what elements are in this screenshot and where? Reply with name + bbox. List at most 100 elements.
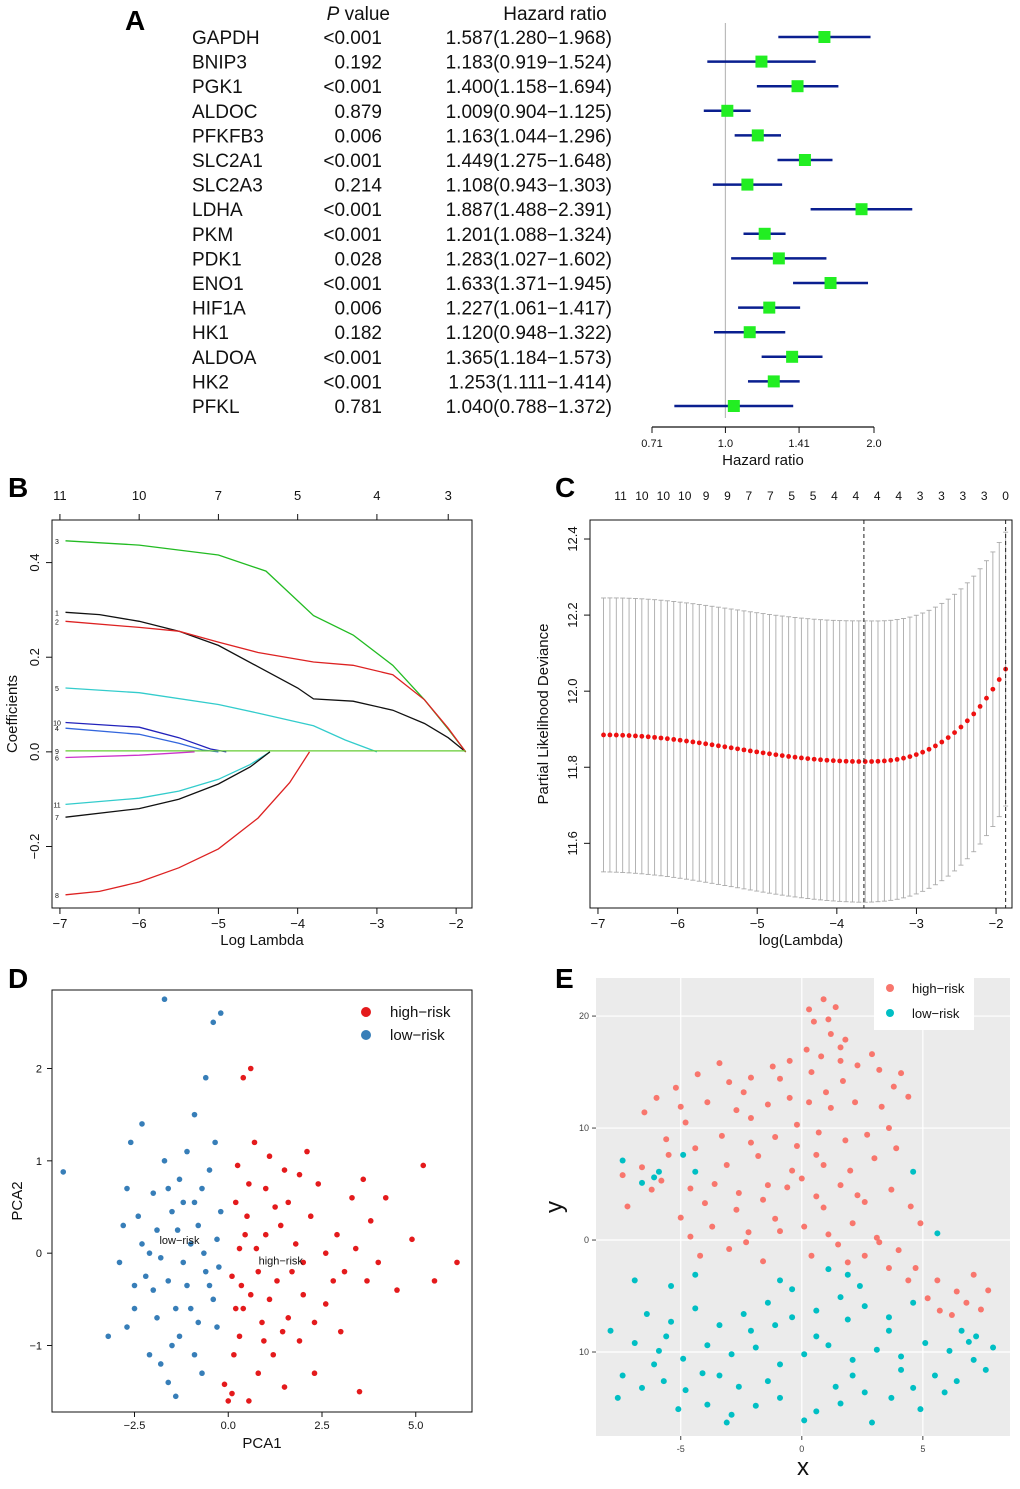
gene-label: HIF1A — [192, 299, 246, 320]
x-tick-label: −3 — [369, 916, 384, 931]
deviance-point — [690, 739, 696, 745]
high-risk-point — [315, 1181, 322, 1187]
low-risk-point — [752, 1344, 759, 1351]
panel-b-lasso-coefficients: −7 −6 −5 −4 −3 −2 −0.2 0.0 0.2 0.4 11 10 7 5 4 3 Log Lam… — [4, 488, 473, 949]
gene-label: HK2 — [192, 372, 229, 393]
low-risk-point — [169, 1342, 175, 1349]
low-risk-point — [161, 1158, 168, 1164]
high-risk-point — [285, 1199, 292, 1206]
low-risk-point — [772, 1322, 779, 1329]
series-label: 3 — [55, 539, 59, 546]
high-risk-point — [716, 1060, 723, 1067]
y-tick-label: −0.2 — [27, 834, 42, 860]
low-risk-point — [124, 1324, 130, 1330]
high-risk-point — [240, 1305, 247, 1312]
high-risk-point — [648, 1186, 655, 1193]
top-tick-label: 4 — [853, 489, 860, 503]
high-risk-point — [242, 1231, 248, 1238]
deviance-point — [843, 758, 849, 764]
top-tick-label: 3 — [981, 489, 988, 503]
high-risk-point — [793, 1121, 800, 1128]
series-label: 9 — [55, 749, 59, 756]
hazard-ratio-text: 1.108(0.943−1.303) — [446, 176, 612, 197]
high-risk-point — [311, 1319, 318, 1326]
legend-box — [874, 974, 974, 1030]
low-risk-point — [716, 1322, 723, 1329]
high-risk-point — [820, 996, 827, 1003]
low-risk-point — [214, 1236, 220, 1243]
deviance-point — [888, 757, 894, 763]
coef-path — [65, 687, 378, 753]
hr-box — [758, 227, 771, 240]
low-risk-point — [898, 1366, 905, 1373]
low-risk-point — [869, 1419, 875, 1426]
panel-label-e: E — [555, 963, 574, 994]
low-risk-point — [180, 1259, 187, 1266]
gene-label: SLC2A1 — [192, 151, 263, 172]
plot-frame — [589, 519, 1013, 909]
low-risk-point — [660, 1378, 667, 1385]
hr-box — [751, 129, 764, 142]
low-risk-point — [910, 1299, 917, 1306]
low-risk-point — [801, 1417, 808, 1424]
panel-e-tsne-scatter: -5 0 5 10 0 10 20 x y high−risk low−risk — [541, 974, 1010, 1481]
high-risk-point — [454, 1259, 460, 1266]
low-risk-point — [212, 1139, 218, 1146]
deviance-point — [607, 732, 613, 738]
hr-box — [763, 301, 776, 314]
low-risk-point — [184, 1282, 190, 1289]
y-tick-label: 0.2 — [27, 648, 42, 666]
top-tick-label: 3 — [938, 489, 945, 503]
low-risk-point — [206, 1282, 213, 1289]
low-risk-point — [631, 1277, 638, 1284]
high-risk-point — [764, 1101, 771, 1108]
p-value: 0.028 — [334, 249, 382, 270]
low-risk-point — [214, 1324, 220, 1330]
low-risk-point — [131, 1305, 138, 1312]
x-tick-label: −3 — [909, 916, 924, 931]
high-risk-point — [697, 1252, 704, 1259]
high-risk-point — [356, 1388, 363, 1395]
low-risk-point — [728, 1351, 735, 1358]
high-risk-point — [837, 1044, 844, 1051]
high-risk-point — [692, 1145, 699, 1152]
p-value: 0.006 — [334, 299, 382, 320]
deviance-point — [639, 733, 645, 739]
high-risk-point — [341, 1268, 348, 1275]
panel-label-d: D — [8, 963, 28, 994]
high-risk-point — [808, 1069, 815, 1076]
p-value: <0.001 — [323, 348, 382, 369]
low-risk-point — [682, 1387, 689, 1394]
low-risk-point — [187, 1305, 194, 1312]
y-axis-label: PCA2 — [9, 1181, 26, 1220]
high-risk-point — [619, 1172, 626, 1179]
low-risk-point — [663, 1333, 670, 1340]
low-risk-point — [619, 1372, 626, 1379]
high-risk-point — [842, 1036, 849, 1043]
x-tick-label: 0.71 — [641, 438, 662, 450]
top-tick-label: 3 — [917, 489, 924, 503]
series-label: 8 — [55, 893, 59, 900]
low-risk-point — [120, 1222, 127, 1229]
high-risk-point — [663, 1136, 670, 1143]
high-risk-point — [244, 1213, 250, 1220]
deviance-point — [798, 755, 804, 761]
hazard-ratio-text: 1.040(0.788−1.372) — [446, 397, 612, 418]
deviance-point — [952, 730, 957, 736]
high-risk-point — [723, 1162, 730, 1169]
high-risk-point — [232, 1305, 239, 1312]
high-risk-point — [888, 1186, 895, 1193]
low-risk-point — [191, 1351, 198, 1358]
high-risk-point — [876, 1239, 883, 1246]
high-risk-point — [394, 1287, 400, 1293]
deviance-point — [984, 695, 989, 701]
legend-label: high−risk — [912, 981, 965, 996]
gene-label: LDHA — [192, 200, 243, 221]
hr-box — [824, 277, 837, 289]
y-axis-label: y — [541, 1201, 568, 1213]
low-risk-point — [206, 1167, 213, 1173]
y-axis-label: Partial Likelihood Deviance — [535, 624, 552, 805]
high-risk-point — [337, 1328, 344, 1335]
high-risk-point — [349, 1194, 355, 1201]
low-risk-point — [655, 1168, 662, 1175]
